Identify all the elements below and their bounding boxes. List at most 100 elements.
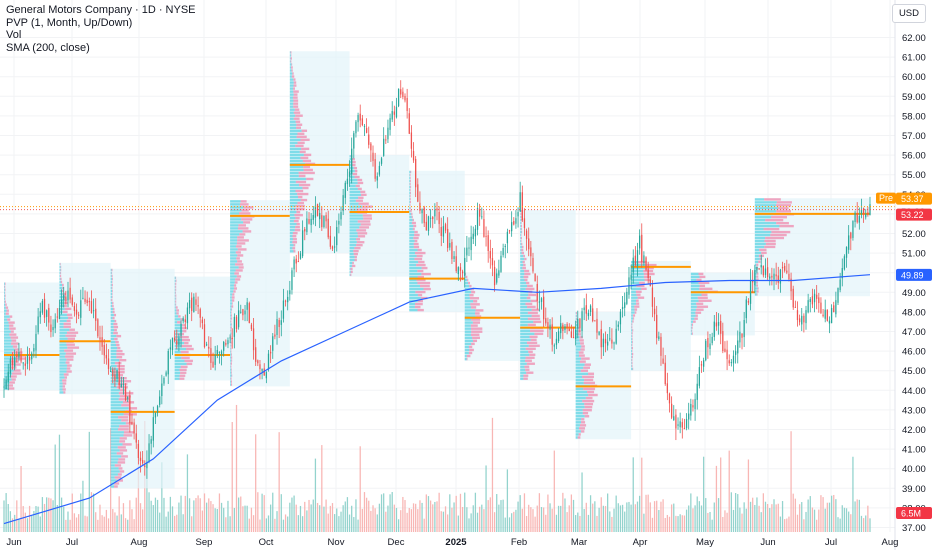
price-tick-label: 61.00 [902,53,926,64]
profile-bin-down [179,335,189,339]
profile-bin-up [409,203,410,207]
time-axis[interactable]: Jun Jul Aug Sep Oct Nov Dec 2025 Feb Mar Apr May Jun… [6,537,898,548]
candle-body [858,216,860,223]
profile-bin-up [520,254,524,258]
volume-bar [319,505,321,532]
profile-bin-up [409,260,419,264]
candle-body [724,348,726,352]
profile-bin-down [645,263,657,267]
volume-bar [212,504,214,532]
candle-body [186,307,189,324]
candle-body [80,300,82,318]
candle-body [329,235,331,247]
legend-pvp[interactable]: PVP (1, Month, Up/Down) [6,16,133,29]
profile-bin-down [632,320,634,323]
legend-vol[interactable]: Vol [6,29,22,41]
candle-body [632,257,634,273]
profile-bin-down [469,293,474,297]
profile-bin-down [527,317,541,321]
profile-bin-up [59,322,64,325]
profile-bin-down [117,383,128,386]
profile-bin-up [110,362,116,365]
profile-bin-up [575,351,579,354]
candle-body [856,213,858,223]
volume-bar [427,496,430,532]
volume-bar [327,513,329,532]
sma-value-badge-bg [896,268,932,281]
volume-bar [269,504,272,532]
profile-bin-up [409,230,415,234]
volume-bar [741,513,743,532]
profile-bin-down [523,254,526,258]
profile-bin-up [110,340,116,344]
volume-bar [289,502,291,532]
profile-bin-down [410,188,411,192]
candle-body [496,273,498,283]
profile-bin-up [230,275,237,278]
profile-bin-down [66,364,72,367]
profile-bin-up [754,281,757,284]
profile-bin-down [7,384,13,387]
candle-body [154,412,157,418]
legend-title[interactable]: General Motors Company · 1D · NYSE [6,4,196,16]
candle-body [758,268,760,270]
profile-bin-up [464,284,470,288]
candle-body [575,329,577,339]
candle-body [39,311,41,318]
profile-bin-up [230,338,231,341]
profile-bin-down [11,351,23,354]
volume-bar [792,493,794,532]
profile-bin-up [289,141,298,145]
volume-bar [316,502,319,532]
candle-body [485,235,487,237]
profile-bin-down [296,210,301,214]
profile-bin-up [754,278,757,281]
candle-body [607,341,609,346]
volume-bar [728,450,730,532]
profile-bin-down [471,342,475,346]
volume-bar [464,492,466,532]
profile-bin-down [118,398,130,401]
currency-button[interactable]: USD [891,4,926,23]
profile-bin-down [231,299,235,302]
profile-bin-down [636,293,641,296]
profile-bin-down [114,485,118,488]
candle-body [675,414,677,429]
profile-bin-down [360,190,366,194]
volume-bar [301,516,304,532]
profile-bin-down [10,375,17,378]
volume-bar [223,507,225,532]
profile-bin-up [409,173,410,177]
profile-bin-up [464,275,466,279]
profile-bin-up [409,227,413,231]
profile-bin-down [583,387,596,391]
candle-body [321,215,323,228]
candle-body [193,296,195,312]
legend-sma[interactable]: SMA (200, close) [6,41,90,54]
profile-bin-up [110,485,115,488]
candle-body [208,346,210,349]
profile-bin-up [464,354,467,358]
candle-body [167,350,169,375]
candle-body [717,322,720,326]
volume-bar [468,518,470,532]
profile-bin-down [13,369,21,372]
profile-bin-up [520,248,522,252]
candle-body [378,165,381,175]
profile-bin-down [640,287,647,291]
volume-bar [809,496,811,532]
profile-bin-down [6,309,9,312]
profile-bin-up [59,334,66,337]
profile-bin-down [527,284,533,288]
candle-body [220,351,223,355]
profile-bin-up [289,60,291,63]
volume-bar [97,519,99,532]
volume-bar [359,446,361,532]
profile-bin-down [417,248,422,252]
volume-bar [769,508,771,532]
profile-bin-down [579,360,586,363]
candle-body [427,216,430,231]
profile-bin-down [239,233,246,236]
candle-body [470,236,472,251]
